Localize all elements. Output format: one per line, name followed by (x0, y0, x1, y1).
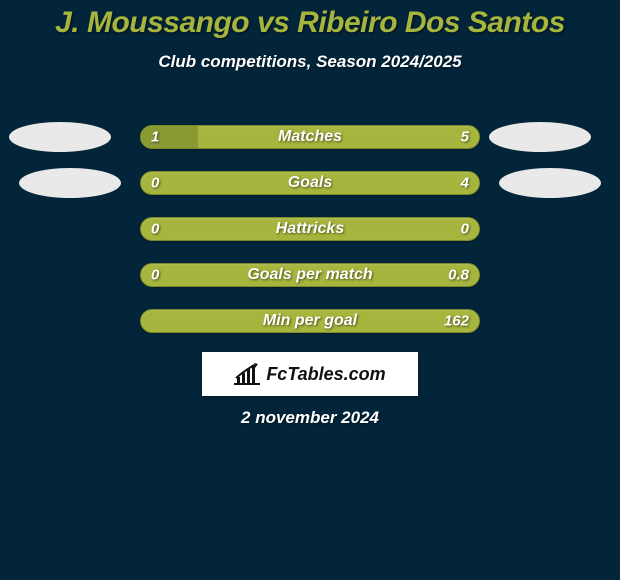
comparison-row: Goals per match0 0.8 (0, 252, 620, 298)
player-badge-placeholder (19, 168, 121, 198)
player-badge-placeholder (9, 122, 111, 152)
bar-track: Goals0 4 (140, 171, 480, 195)
bar-value-left: 0 (151, 175, 159, 192)
comparison-rows: Matches15Goals04Hattricks00Goals per mat… (0, 114, 620, 344)
bar-label: Hattricks (141, 220, 479, 238)
bar-track: Hattricks0 0 (140, 217, 480, 241)
player-badge-placeholder (489, 122, 591, 152)
bar-value-left: 0 (151, 221, 159, 238)
bar-value-left: 1 (151, 129, 159, 146)
bar-value-right: 162 (444, 313, 469, 330)
comparison-row: Matches15 (0, 114, 620, 160)
comparison-row: Goals0 4 (0, 160, 620, 206)
bar-track: Goals per match0 0.8 (140, 263, 480, 287)
bar-track: Min per goal162 (140, 309, 480, 333)
bar-value-right: 0.8 (448, 267, 469, 284)
comparison-row: Min per goal162 (0, 298, 620, 344)
bar-track: Matches15 (140, 125, 480, 149)
page-title: J. Moussango vs Ribeiro Dos Santos (0, 0, 620, 40)
site-badge: FcTables.com (202, 352, 418, 396)
bar-label: Goals (141, 174, 479, 192)
comparison-row: Hattricks0 0 (0, 206, 620, 252)
bar-fill (141, 126, 198, 148)
bar-value-right: 0 (461, 221, 469, 238)
chart-icon (234, 363, 260, 385)
date-label: 2 november 2024 (0, 408, 620, 428)
bar-label: Min per goal (141, 312, 479, 330)
bar-value-left: 0 (151, 267, 159, 284)
bar-value-right: 4 (461, 175, 469, 192)
bar-label: Goals per match (141, 266, 479, 284)
player-badge-placeholder (499, 168, 601, 198)
site-badge-text: FcTables.com (266, 364, 385, 385)
bar-value-right: 5 (461, 129, 469, 146)
subtitle: Club competitions, Season 2024/2025 (0, 52, 620, 72)
